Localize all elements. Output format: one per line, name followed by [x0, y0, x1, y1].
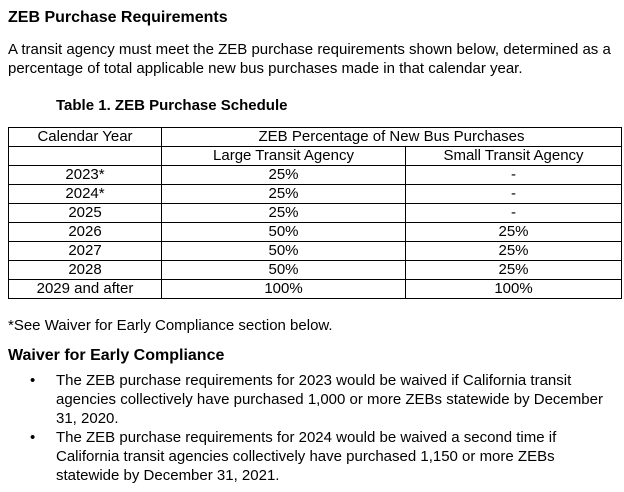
zeb-purchase-schedule-table: Calendar Year ZEB Percentage of New Bus … — [8, 127, 622, 299]
cell-small: - — [405, 203, 622, 223]
table-row: 2027 50% 25% — [8, 241, 622, 261]
table-subheader-row: Large Transit Agency Small Transit Agenc… — [8, 146, 622, 166]
table-row: 2024* 25% - — [8, 184, 622, 204]
cell-large: 100% — [161, 279, 406, 299]
cell-small: 25% — [405, 222, 622, 242]
cell-year: 2028 — [8, 260, 162, 280]
header-blank — [8, 146, 162, 166]
table-row: 2023* 25% - — [8, 165, 622, 185]
cell-year: 2029 and after — [8, 279, 162, 299]
section-heading: ZEB Purchase Requirements — [8, 9, 228, 26]
table-row: 2026 50% 25% — [8, 222, 622, 242]
table-row: 2028 50% 25% — [8, 260, 622, 280]
cell-large: 25% — [161, 165, 406, 185]
cell-year: 2026 — [8, 222, 162, 242]
cell-large: 25% — [161, 184, 406, 204]
table-row: 2025 25% - — [8, 203, 622, 223]
list-item: • The ZEB purchase requirements for 2023… — [0, 371, 610, 428]
cell-year: 2023* — [8, 165, 162, 185]
waiver-heading: Waiver for Early Compliance — [8, 347, 225, 364]
cell-small: - — [405, 184, 622, 204]
cell-large: 50% — [161, 241, 406, 261]
list-item: • The ZEB purchase requirements for 2024… — [0, 428, 610, 485]
cell-small: 25% — [405, 260, 622, 280]
header-small-agency: Small Transit Agency — [405, 146, 622, 166]
waiver-bullet-list: • The ZEB purchase requirements for 2023… — [0, 371, 610, 485]
table-title: Table 1. ZEB Purchase Schedule — [56, 97, 288, 114]
table-footnote: *See Waiver for Early Compliance section… — [8, 317, 333, 334]
cell-small: 100% — [405, 279, 622, 299]
header-large-agency: Large Transit Agency — [161, 146, 406, 166]
cell-small: - — [405, 165, 622, 185]
cell-small: 25% — [405, 241, 622, 261]
table-header-row: Calendar Year ZEB Percentage of New Bus … — [8, 127, 622, 147]
cell-year: 2024* — [8, 184, 162, 204]
intro-paragraph: A transit agency must meet the ZEB purch… — [8, 41, 611, 77]
cell-large: 50% — [161, 260, 406, 280]
cell-year: 2025 — [8, 203, 162, 223]
table-row: 2029 and after 100% 100% — [8, 279, 622, 299]
header-zeb-percentage: ZEB Percentage of New Bus Purchases — [161, 127, 622, 147]
bullet-icon: • — [30, 429, 36, 446]
cell-large: 25% — [161, 203, 406, 223]
bullet-text: The ZEB purchase requirements for 2024 w… — [56, 429, 557, 484]
cell-large: 50% — [161, 222, 406, 242]
header-calendar-year: Calendar Year — [8, 127, 162, 147]
cell-year: 2027 — [8, 241, 162, 261]
bullet-icon: • — [30, 372, 36, 389]
bullet-text: The ZEB purchase requirements for 2023 w… — [56, 372, 603, 427]
